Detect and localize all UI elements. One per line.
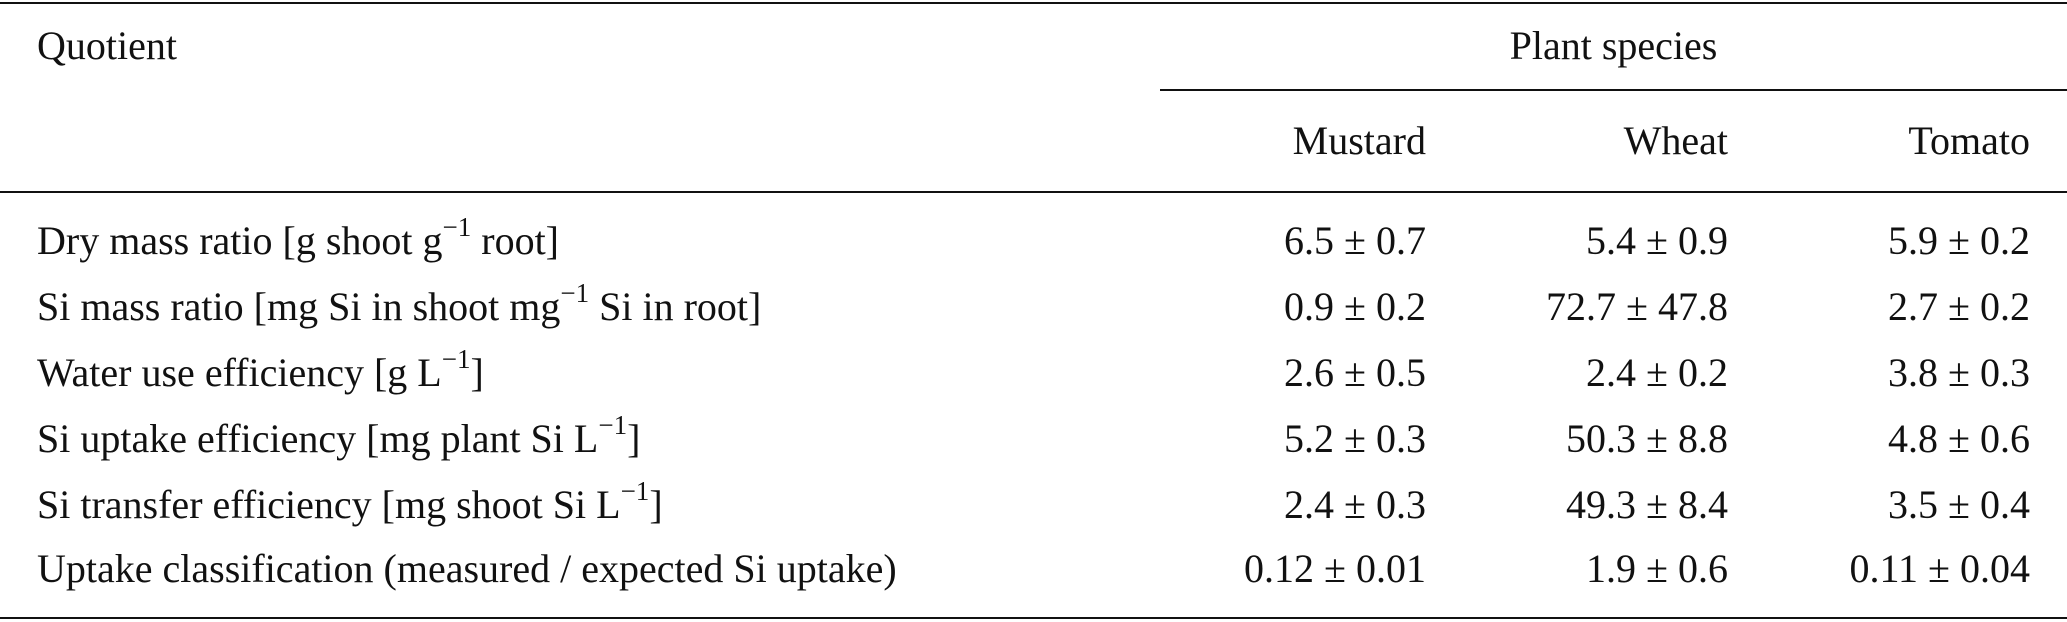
value-cell: 0.9 ± 0.2: [1284, 284, 1426, 329]
quotient-text: Dry mass ratio [g shoot g: [37, 218, 443, 263]
value-cell: 5.9 ± 0.2: [1888, 218, 2030, 263]
quotient-text: Uptake classification (measured / expect…: [37, 546, 897, 591]
quotient-header: Quotient: [37, 23, 177, 68]
unit-exponent: −1: [442, 211, 472, 242]
value-cell: 3.5 ± 0.4: [1888, 482, 2030, 527]
unit-exponent: −1: [598, 409, 628, 440]
unit-exponent: −1: [620, 475, 650, 506]
quotient-cell: Si uptake efficiency [mg plant Si L−1]: [37, 411, 641, 463]
value-cell: 1.9 ± 0.6: [1586, 546, 1728, 591]
quotient-text: Water use efficiency [g L: [37, 350, 442, 395]
quotient-text: ]: [627, 416, 641, 461]
quotient-cell: Si mass ratio [mg Si in shoot mg−1 Si in…: [37, 279, 762, 331]
bottom-rule: [0, 617, 2067, 619]
value-cell: 4.8 ± 0.6: [1888, 416, 2030, 461]
value-cell: 5.4 ± 0.9: [1586, 218, 1728, 263]
value-cell: 0.11 ± 0.04: [1849, 546, 2030, 591]
value-cell: 2.4 ± 0.3: [1284, 482, 1426, 527]
group-header: Plant species: [1509, 23, 1718, 68]
header-rule: [0, 191, 2067, 193]
quotient-text: Si in root]: [589, 284, 762, 329]
quotient-text: Si mass ratio [mg Si in shoot mg: [37, 284, 561, 329]
value-cell: 5.2 ± 0.3: [1284, 416, 1426, 461]
quotient-text: ]: [470, 350, 484, 395]
value-cell: 2.7 ± 0.2: [1888, 284, 2030, 329]
column-header: Wheat: [1623, 118, 1728, 163]
quotient-text: Si uptake efficiency [mg plant Si L: [37, 416, 599, 461]
group-rule: [1160, 89, 2067, 91]
value-cell: 2.6 ± 0.5: [1284, 350, 1426, 395]
value-cell: 72.7 ± 47.8: [1546, 284, 1728, 329]
unit-exponent: −1: [560, 277, 590, 308]
quotient-cell: Water use efficiency [g L−1]: [37, 345, 484, 397]
value-cell: 0.12 ± 0.01: [1244, 546, 1426, 591]
quotient-text: ]: [649, 482, 663, 527]
quotient-text: root]: [471, 218, 560, 263]
quotient-cell: Dry mass ratio [g shoot g−1 root]: [37, 213, 560, 265]
value-cell: 3.8 ± 0.3: [1888, 350, 2030, 395]
column-header: Tomato: [1908, 118, 2030, 163]
value-cell: 6.5 ± 0.7: [1284, 218, 1426, 263]
value-cell: 50.3 ± 8.8: [1566, 416, 1728, 461]
quotient-cell: Si transfer efficiency [mg shoot Si L−1]: [37, 477, 663, 529]
unit-exponent: −1: [441, 343, 471, 374]
quotient-cell: Uptake classification (measured / expect…: [37, 545, 897, 593]
value-cell: 49.3 ± 8.4: [1566, 482, 1728, 527]
quotient-text: Si transfer efficiency [mg shoot Si L: [37, 482, 621, 527]
column-header: Mustard: [1292, 118, 1426, 163]
top-rule: [0, 2, 2067, 4]
value-cell: 2.4 ± 0.2: [1586, 350, 1728, 395]
